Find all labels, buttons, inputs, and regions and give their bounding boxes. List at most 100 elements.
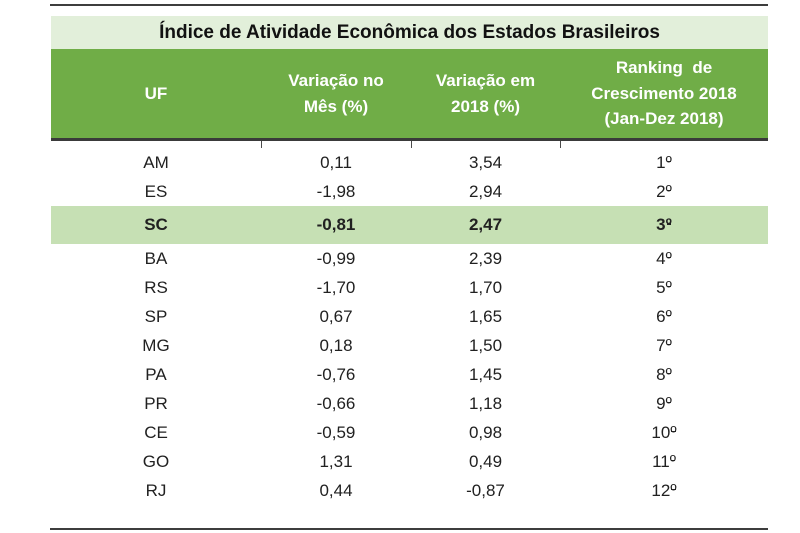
rank-ordinal-indicator: º xyxy=(665,181,672,201)
table-row-ce: CE -0,59 0,98 10º xyxy=(51,418,768,447)
bottom-border-line xyxy=(50,528,768,530)
rank-ordinal-indicator: º xyxy=(669,451,676,471)
rank-ordinal-indicator: º xyxy=(665,335,672,355)
rank-ordinal-indicator: º xyxy=(665,306,672,326)
cell-rank: 7º xyxy=(560,336,768,356)
cell-rank: 11º xyxy=(560,452,768,472)
rank-number: 6 xyxy=(656,306,666,326)
cell-monthly: -0,81 xyxy=(316,215,356,234)
rank-number: 2 xyxy=(656,181,666,201)
column-tick-3 xyxy=(560,141,561,148)
cell-ytd: 1,18 xyxy=(468,393,503,413)
cell-monthly: 0,18 xyxy=(319,335,353,355)
cell-ytd: 3,54 xyxy=(468,152,503,172)
cell-monthly: -0,66 xyxy=(316,393,356,413)
rank-ordinal-indicator: º xyxy=(665,248,672,268)
cell-uf: ES xyxy=(144,181,168,201)
table-title: Índice de Atividade Econômica dos Estado… xyxy=(51,16,768,49)
cell-uf: SP xyxy=(144,306,168,326)
cell-monthly: -1,70 xyxy=(316,277,356,297)
cell-monthly: 1,31 xyxy=(319,451,353,471)
cell-rank: 4º xyxy=(560,249,768,269)
cell-rank: 5º xyxy=(560,278,768,298)
cell-rank: 1º xyxy=(560,153,768,173)
cell-ytd: 2,47 xyxy=(468,215,503,234)
column-tick-1 xyxy=(261,141,262,148)
header-ranking-line3: (Jan-Dez 2018) xyxy=(604,109,724,129)
header-gridline-ticks xyxy=(51,141,768,148)
header-growth-ranking: Ranking de Crescimento 2018 (Jan-Dez 201… xyxy=(560,49,768,138)
rank-number: 12 xyxy=(651,480,671,500)
cell-ytd: 2,94 xyxy=(468,181,503,201)
cell-monthly: 0,44 xyxy=(319,480,353,500)
header-ranking-line1: Ranking de xyxy=(615,58,713,78)
cell-uf: BA xyxy=(144,248,168,268)
cell-monthly: -1,98 xyxy=(316,181,356,201)
rank-number: 8 xyxy=(656,364,666,384)
cell-rank: 3º xyxy=(560,215,768,235)
cell-rank: 2º xyxy=(560,182,768,202)
rank-ordinal-indicator: º xyxy=(670,422,677,442)
cell-monthly: -0,59 xyxy=(316,422,356,442)
cell-monthly: -0,76 xyxy=(316,364,356,384)
cell-ytd: -0,87 xyxy=(466,480,505,500)
rank-ordinal-indicator: º xyxy=(665,393,672,413)
table-row-pr: PR -0,66 1,18 9º xyxy=(51,389,768,418)
cell-ytd: 2,39 xyxy=(468,248,503,268)
cell-rank: 10º xyxy=(560,423,768,443)
cell-ytd: 1,70 xyxy=(468,277,503,297)
rank-number: 3 xyxy=(656,215,666,234)
table-row-es: ES -1,98 2,94 2º xyxy=(51,177,768,206)
cell-ytd: 1,50 xyxy=(468,335,503,355)
cell-monthly: -0,99 xyxy=(316,248,356,268)
table-row-mg: MG 0,18 1,50 7º xyxy=(51,331,768,360)
rank-number: 1 xyxy=(656,152,666,172)
table-row-pa: PA -0,76 1,45 8º xyxy=(51,360,768,389)
table-row-sc-highlighted: SC -0,81 2,47 3º xyxy=(51,206,768,244)
rank-number: 11 xyxy=(652,451,670,471)
header-ytd-line1: Variação em xyxy=(435,71,536,90)
rank-ordinal-indicator: º xyxy=(665,215,672,234)
rank-number: 7 xyxy=(656,335,666,355)
header-monthly-line1: Variação no xyxy=(288,71,384,90)
rank-number: 4 xyxy=(656,248,666,268)
cell-ytd: 1,45 xyxy=(468,364,503,384)
table-row-rs: RS -1,70 1,70 5º xyxy=(51,273,768,302)
cell-ytd: 1,65 xyxy=(468,306,503,326)
header-uf: UF xyxy=(51,49,261,138)
cell-rank: 12º xyxy=(560,481,768,501)
header-ytd-variation: Variação em 2018 (%) xyxy=(411,49,560,138)
top-border-line xyxy=(50,4,768,6)
header-monthly-line2: Mês (%) xyxy=(303,96,369,116)
cell-uf: AM xyxy=(143,152,169,172)
table-row-sp: SP 0,67 1,65 6º xyxy=(51,302,768,331)
header-ranking-line2: Crescimento 2018 xyxy=(591,83,737,103)
cell-uf: RJ xyxy=(145,480,167,500)
cell-uf: PR xyxy=(144,393,168,413)
cell-ytd: 0,98 xyxy=(468,422,503,442)
table-row-ba: BA -0,99 2,39 4º xyxy=(51,244,768,273)
cell-ytd: 0,49 xyxy=(468,451,503,471)
rank-ordinal-indicator: º xyxy=(665,277,672,297)
cell-rank: 9º xyxy=(560,394,768,414)
header-uf-label: UF xyxy=(144,83,168,103)
cell-rank: 8º xyxy=(560,365,768,385)
cell-uf: RS xyxy=(144,277,168,297)
header-ytd-line2: 2018 (%) xyxy=(451,96,520,116)
rank-number: 9 xyxy=(656,393,666,413)
rank-ordinal-indicator: º xyxy=(665,152,672,172)
table-row-am: AM 0,11 3,54 1º xyxy=(51,148,768,177)
cell-uf: PA xyxy=(145,364,167,384)
rank-number: 10 xyxy=(651,422,671,442)
cell-uf: SC xyxy=(144,215,168,234)
table-row-go: GO 1,31 0,49 11º xyxy=(51,447,768,476)
cell-monthly: 0,11 xyxy=(320,152,352,172)
cell-rank: 6º xyxy=(560,307,768,327)
cell-uf: GO xyxy=(142,451,170,471)
column-tick-2 xyxy=(411,141,412,148)
cell-monthly: 0,67 xyxy=(319,306,353,326)
economic-activity-table: Índice de Atividade Econômica dos Estado… xyxy=(51,16,768,505)
cell-uf: MG xyxy=(142,335,170,355)
rank-ordinal-indicator: º xyxy=(670,480,677,500)
